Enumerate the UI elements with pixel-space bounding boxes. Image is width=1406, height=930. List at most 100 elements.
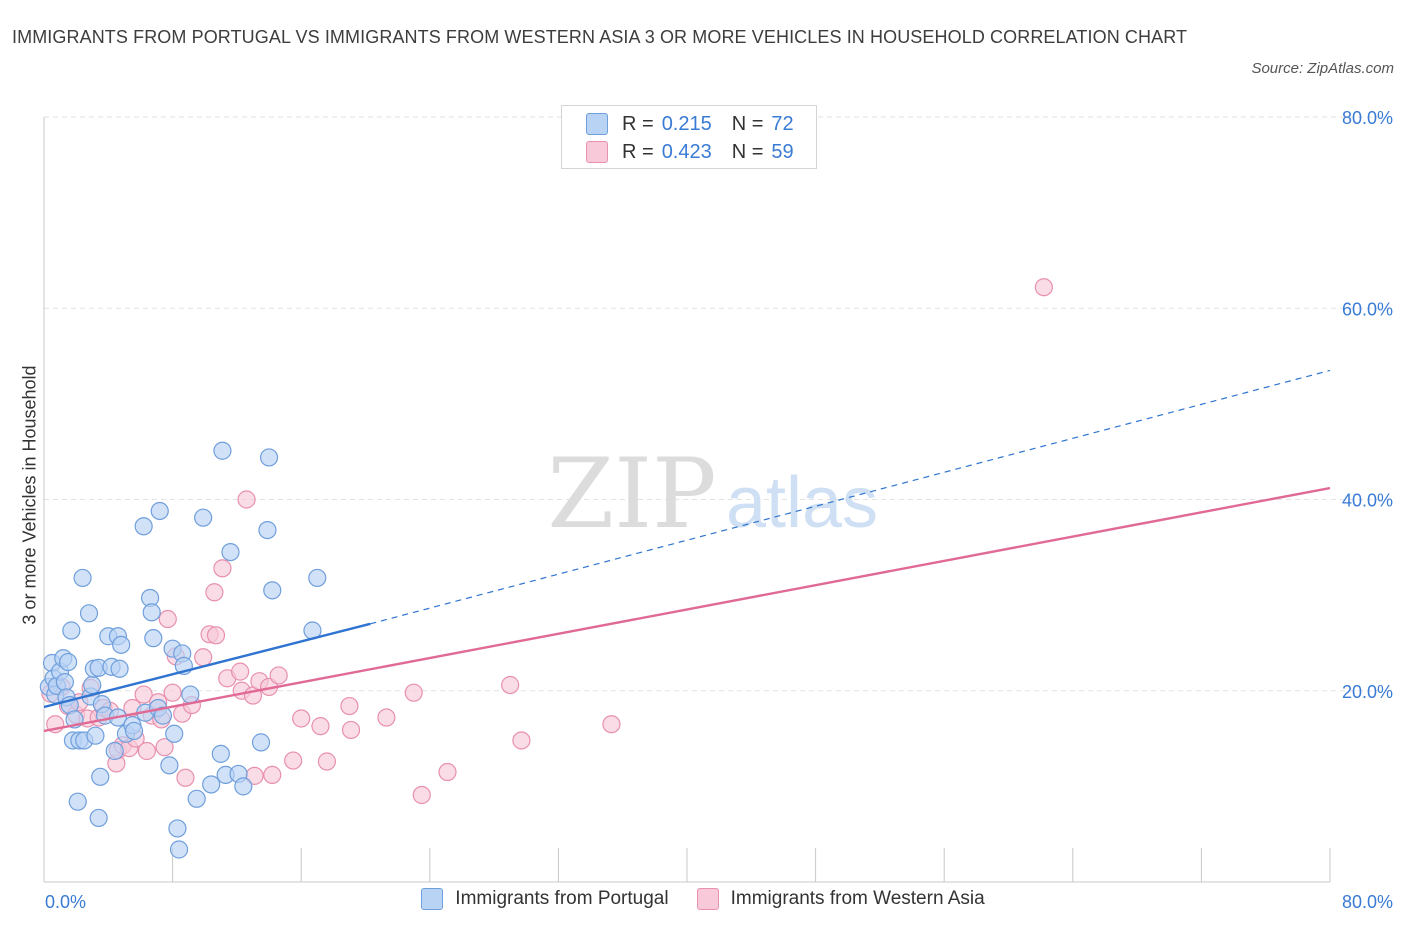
western-asia-point [1034,278,1053,297]
portugal-point [55,673,74,692]
western-asia-point [206,626,226,645]
portugal-r-value: 0.215 [661,112,712,135]
portugal-point [62,621,81,640]
western-asia-point [377,708,396,727]
y-tick-label: 60.0% [1342,299,1393,319]
western-asia-r-value: 0.423 [661,140,712,163]
western-asia-point [213,559,232,578]
y-tick-label: 80.0% [1342,108,1393,128]
western-asia-point [512,731,531,750]
portugal-point [169,840,189,859]
trend-lines [43,369,1331,733]
western-asia-point [176,768,195,787]
portugal-point [89,808,108,828]
western-asia-point [317,752,337,771]
western-asia-n-value: 59 [771,140,794,163]
portugal-point [181,685,200,704]
western-asia-point [340,696,359,716]
portugal-n-value: 72 [771,112,794,135]
western-asia-point [163,683,182,702]
portugal-point [73,568,92,588]
y-tick-label: 20.0% [1342,682,1393,702]
portugal-point [234,777,253,796]
western-asia-point [412,785,431,805]
portugal-point [68,792,87,811]
portugal-point [168,819,187,838]
legend-row-portugal: R = 0.215 N = 72 [586,112,794,136]
portugal-points [39,441,327,859]
n-label: N = [731,140,764,163]
portugal-trend-extension [370,369,1331,625]
portugal-point [165,724,184,743]
portugal-point [258,520,277,540]
portugal-swatch [421,888,444,910]
portugal-point [211,744,230,763]
portugal-point [263,581,282,600]
western-asia-point [311,717,330,736]
western-asia-point [237,490,256,509]
watermark-zip: ZIP [547,438,716,550]
western-asia-swatch [586,141,608,163]
western-asia-trend-line [43,486,1331,733]
watermark-atlas: atlas [726,463,878,543]
portugal-point [134,517,153,536]
portugal-point [59,652,78,672]
portugal-swatch [586,113,608,135]
western-asia-point [205,583,224,602]
y-tick-label: 40.0% [1342,491,1393,511]
chart-title: IMMIGRANTS FROM PORTUGAL VS IMMIGRANTS F… [12,27,1188,47]
portugal-point [221,542,240,562]
portugal-point [142,603,161,622]
western-asia-point [341,720,361,740]
western-asia-point [134,685,153,704]
portugal-point [86,726,105,745]
x-tick-label: 0.0% [45,892,86,912]
portugal-trend-line [43,622,371,709]
portugal-point [91,767,110,786]
western-asia-point [292,709,311,728]
portugal-point [153,706,173,725]
source-label: Source: ZipAtlas.com [1251,60,1394,77]
portugal-point [194,508,213,527]
western-asia-swatch [696,888,719,910]
portugal-point [124,721,144,741]
n-label: N = [731,112,764,135]
series-legend: Immigrants from Portugal Immigrants from… [0,888,1406,910]
legend-item-western-asia[interactable]: Immigrants from Western Asia [696,888,985,910]
legend-row-western-asia: R = 0.423 N = 59 [586,140,794,164]
legend-label-portugal: Immigrants from Portugal [455,888,669,909]
portugal-point [308,568,327,588]
western-asia-point [194,648,213,667]
x-tick-label: 80.0% [1342,892,1393,912]
portugal-point [150,501,169,521]
portugal-point [202,775,221,794]
y-axis-title: 3 or more Vehicles in Household [19,365,40,625]
portugal-point [110,659,129,678]
western-asia-point [263,765,282,785]
western-asia-point [501,675,520,695]
correlation-legend: R = 0.215 N = 72 R = 0.423 N = 59 [561,105,817,169]
western-asia-point [231,662,250,681]
portugal-point [105,741,124,761]
portugal-point [187,789,206,808]
western-asia-point [284,751,303,770]
portugal-point [259,448,279,467]
western-asia-point [137,741,156,761]
watermark: ZIP atlas [547,438,878,550]
portugal-point [213,441,232,460]
portugal-point [79,604,99,623]
portugal-point [144,629,163,648]
western-asia-point [438,762,457,782]
western-asia-point [602,715,621,734]
legend-item-portugal[interactable]: Immigrants from Portugal [421,888,669,910]
portugal-point [112,635,131,654]
portugal-point [83,675,102,695]
tick-labels: 20.0% 40.0% 60.0% 80.0% 0.0% 80.0% [45,108,1393,912]
western-asia-point [158,609,177,629]
legend-label-western-asia: Immigrants from Western Asia [730,888,985,909]
portugal-point [160,756,179,775]
western-asia-point [155,738,174,757]
portugal-point [251,733,271,752]
r-label: R = [622,140,654,163]
